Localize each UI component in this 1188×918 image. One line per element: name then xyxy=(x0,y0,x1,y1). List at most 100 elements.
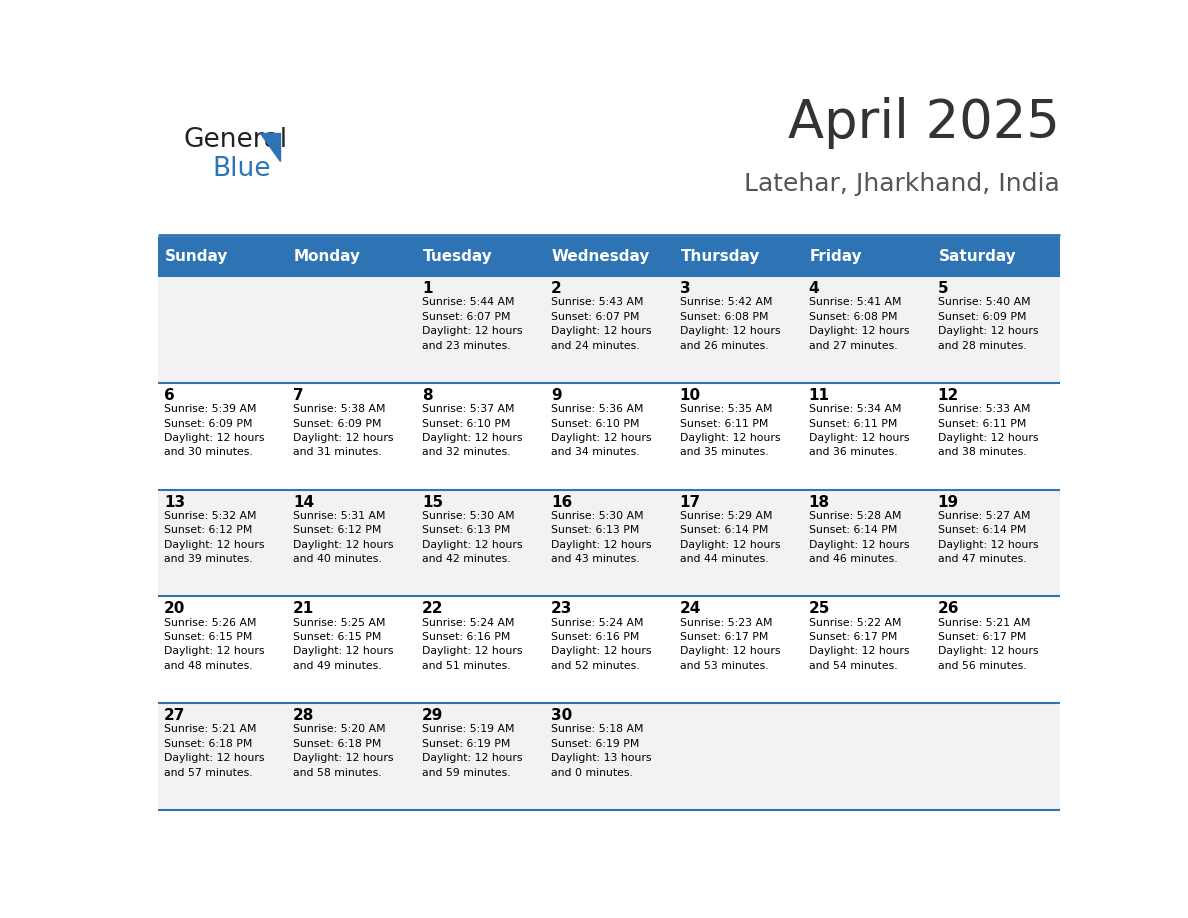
Text: 13: 13 xyxy=(164,495,185,509)
Text: Sunrise: 5:32 AM
Sunset: 6:12 PM
Daylight: 12 hours
and 39 minutes.: Sunrise: 5:32 AM Sunset: 6:12 PM Dayligh… xyxy=(164,511,265,565)
FancyBboxPatch shape xyxy=(802,489,931,597)
Text: 6: 6 xyxy=(164,388,175,403)
Text: 12: 12 xyxy=(937,388,959,403)
Text: 9: 9 xyxy=(551,388,562,403)
Polygon shape xyxy=(260,133,280,161)
Text: Saturday: Saturday xyxy=(939,250,1016,264)
Text: Sunrise: 5:44 AM
Sunset: 6:07 PM
Daylight: 12 hours
and 23 minutes.: Sunrise: 5:44 AM Sunset: 6:07 PM Dayligh… xyxy=(422,297,523,351)
FancyBboxPatch shape xyxy=(674,238,802,276)
FancyBboxPatch shape xyxy=(158,238,286,276)
FancyBboxPatch shape xyxy=(286,597,416,703)
FancyBboxPatch shape xyxy=(931,597,1060,703)
Text: Monday: Monday xyxy=(293,250,361,264)
Text: 1: 1 xyxy=(422,281,432,297)
FancyBboxPatch shape xyxy=(158,597,286,703)
FancyBboxPatch shape xyxy=(158,489,286,597)
FancyBboxPatch shape xyxy=(158,383,286,489)
FancyBboxPatch shape xyxy=(286,703,416,810)
Text: Sunrise: 5:27 AM
Sunset: 6:14 PM
Daylight: 12 hours
and 47 minutes.: Sunrise: 5:27 AM Sunset: 6:14 PM Dayligh… xyxy=(937,511,1038,565)
FancyBboxPatch shape xyxy=(931,383,1060,489)
FancyBboxPatch shape xyxy=(802,276,931,383)
Text: 20: 20 xyxy=(164,601,185,616)
Text: 25: 25 xyxy=(809,601,830,616)
Text: 3: 3 xyxy=(680,281,690,297)
Text: Sunrise: 5:43 AM
Sunset: 6:07 PM
Daylight: 12 hours
and 24 minutes.: Sunrise: 5:43 AM Sunset: 6:07 PM Dayligh… xyxy=(551,297,651,351)
Text: Sunrise: 5:37 AM
Sunset: 6:10 PM
Daylight: 12 hours
and 32 minutes.: Sunrise: 5:37 AM Sunset: 6:10 PM Dayligh… xyxy=(422,404,523,457)
Text: 26: 26 xyxy=(937,601,959,616)
Text: 10: 10 xyxy=(680,388,701,403)
Text: Sunrise: 5:31 AM
Sunset: 6:12 PM
Daylight: 12 hours
and 40 minutes.: Sunrise: 5:31 AM Sunset: 6:12 PM Dayligh… xyxy=(293,511,393,565)
Text: 23: 23 xyxy=(551,601,573,616)
Text: Sunrise: 5:30 AM
Sunset: 6:13 PM
Daylight: 12 hours
and 43 minutes.: Sunrise: 5:30 AM Sunset: 6:13 PM Dayligh… xyxy=(551,511,651,565)
Text: 16: 16 xyxy=(551,495,573,509)
Text: 21: 21 xyxy=(293,601,315,616)
FancyBboxPatch shape xyxy=(674,489,802,597)
Text: Sunrise: 5:24 AM
Sunset: 6:16 PM
Daylight: 12 hours
and 51 minutes.: Sunrise: 5:24 AM Sunset: 6:16 PM Dayligh… xyxy=(422,618,523,671)
FancyBboxPatch shape xyxy=(416,383,544,489)
Text: 18: 18 xyxy=(809,495,829,509)
FancyBboxPatch shape xyxy=(802,238,931,276)
FancyBboxPatch shape xyxy=(931,276,1060,383)
FancyBboxPatch shape xyxy=(544,238,674,276)
Text: 27: 27 xyxy=(164,708,185,723)
Text: Tuesday: Tuesday xyxy=(423,250,493,264)
Text: 7: 7 xyxy=(293,388,304,403)
Text: Sunrise: 5:24 AM
Sunset: 6:16 PM
Daylight: 12 hours
and 52 minutes.: Sunrise: 5:24 AM Sunset: 6:16 PM Dayligh… xyxy=(551,618,651,671)
Text: Latehar, Jharkhand, India: Latehar, Jharkhand, India xyxy=(744,173,1060,196)
FancyBboxPatch shape xyxy=(931,703,1060,810)
Text: April 2025: April 2025 xyxy=(788,97,1060,149)
Text: 24: 24 xyxy=(680,601,701,616)
Text: Sunrise: 5:42 AM
Sunset: 6:08 PM
Daylight: 12 hours
and 26 minutes.: Sunrise: 5:42 AM Sunset: 6:08 PM Dayligh… xyxy=(680,297,781,351)
Text: 11: 11 xyxy=(809,388,829,403)
FancyBboxPatch shape xyxy=(416,703,544,810)
FancyBboxPatch shape xyxy=(802,703,931,810)
FancyBboxPatch shape xyxy=(544,383,674,489)
FancyBboxPatch shape xyxy=(416,238,544,276)
FancyBboxPatch shape xyxy=(286,238,416,276)
FancyBboxPatch shape xyxy=(158,703,286,810)
Text: Wednesday: Wednesday xyxy=(551,250,650,264)
FancyBboxPatch shape xyxy=(544,489,674,597)
Text: Sunrise: 5:29 AM
Sunset: 6:14 PM
Daylight: 12 hours
and 44 minutes.: Sunrise: 5:29 AM Sunset: 6:14 PM Dayligh… xyxy=(680,511,781,565)
FancyBboxPatch shape xyxy=(416,489,544,597)
Text: Sunrise: 5:33 AM
Sunset: 6:11 PM
Daylight: 12 hours
and 38 minutes.: Sunrise: 5:33 AM Sunset: 6:11 PM Dayligh… xyxy=(937,404,1038,457)
Text: 19: 19 xyxy=(937,495,959,509)
FancyBboxPatch shape xyxy=(416,276,544,383)
Text: Sunrise: 5:18 AM
Sunset: 6:19 PM
Daylight: 13 hours
and 0 minutes.: Sunrise: 5:18 AM Sunset: 6:19 PM Dayligh… xyxy=(551,724,651,778)
Text: 22: 22 xyxy=(422,601,443,616)
Text: Sunrise: 5:40 AM
Sunset: 6:09 PM
Daylight: 12 hours
and 28 minutes.: Sunrise: 5:40 AM Sunset: 6:09 PM Dayligh… xyxy=(937,297,1038,351)
Text: 14: 14 xyxy=(293,495,314,509)
Text: Sunrise: 5:36 AM
Sunset: 6:10 PM
Daylight: 12 hours
and 34 minutes.: Sunrise: 5:36 AM Sunset: 6:10 PM Dayligh… xyxy=(551,404,651,457)
Text: Sunrise: 5:39 AM
Sunset: 6:09 PM
Daylight: 12 hours
and 30 minutes.: Sunrise: 5:39 AM Sunset: 6:09 PM Dayligh… xyxy=(164,404,265,457)
Text: General: General xyxy=(183,127,287,152)
Text: Sunrise: 5:35 AM
Sunset: 6:11 PM
Daylight: 12 hours
and 35 minutes.: Sunrise: 5:35 AM Sunset: 6:11 PM Dayligh… xyxy=(680,404,781,457)
Text: Sunday: Sunday xyxy=(165,250,228,264)
Text: Sunrise: 5:30 AM
Sunset: 6:13 PM
Daylight: 12 hours
and 42 minutes.: Sunrise: 5:30 AM Sunset: 6:13 PM Dayligh… xyxy=(422,511,523,565)
FancyBboxPatch shape xyxy=(286,276,416,383)
Text: Sunrise: 5:19 AM
Sunset: 6:19 PM
Daylight: 12 hours
and 59 minutes.: Sunrise: 5:19 AM Sunset: 6:19 PM Dayligh… xyxy=(422,724,523,778)
Text: 8: 8 xyxy=(422,388,432,403)
FancyBboxPatch shape xyxy=(674,703,802,810)
Text: Blue: Blue xyxy=(211,156,271,183)
Text: Sunrise: 5:41 AM
Sunset: 6:08 PM
Daylight: 12 hours
and 27 minutes.: Sunrise: 5:41 AM Sunset: 6:08 PM Dayligh… xyxy=(809,297,909,351)
Text: Thursday: Thursday xyxy=(681,250,760,264)
Text: 28: 28 xyxy=(293,708,315,723)
FancyBboxPatch shape xyxy=(286,489,416,597)
Text: Sunrise: 5:23 AM
Sunset: 6:17 PM
Daylight: 12 hours
and 53 minutes.: Sunrise: 5:23 AM Sunset: 6:17 PM Dayligh… xyxy=(680,618,781,671)
Text: 2: 2 xyxy=(551,281,562,297)
Text: 29: 29 xyxy=(422,708,443,723)
Text: 5: 5 xyxy=(937,281,948,297)
FancyBboxPatch shape xyxy=(931,489,1060,597)
FancyBboxPatch shape xyxy=(674,383,802,489)
Text: Sunrise: 5:38 AM
Sunset: 6:09 PM
Daylight: 12 hours
and 31 minutes.: Sunrise: 5:38 AM Sunset: 6:09 PM Dayligh… xyxy=(293,404,393,457)
FancyBboxPatch shape xyxy=(544,597,674,703)
Text: Sunrise: 5:21 AM
Sunset: 6:18 PM
Daylight: 12 hours
and 57 minutes.: Sunrise: 5:21 AM Sunset: 6:18 PM Dayligh… xyxy=(164,724,265,778)
FancyBboxPatch shape xyxy=(802,597,931,703)
Text: Sunrise: 5:26 AM
Sunset: 6:15 PM
Daylight: 12 hours
and 48 minutes.: Sunrise: 5:26 AM Sunset: 6:15 PM Dayligh… xyxy=(164,618,265,671)
Text: Sunrise: 5:20 AM
Sunset: 6:18 PM
Daylight: 12 hours
and 58 minutes.: Sunrise: 5:20 AM Sunset: 6:18 PM Dayligh… xyxy=(293,724,393,778)
Text: Sunrise: 5:28 AM
Sunset: 6:14 PM
Daylight: 12 hours
and 46 minutes.: Sunrise: 5:28 AM Sunset: 6:14 PM Dayligh… xyxy=(809,511,909,565)
Text: Sunrise: 5:22 AM
Sunset: 6:17 PM
Daylight: 12 hours
and 54 minutes.: Sunrise: 5:22 AM Sunset: 6:17 PM Dayligh… xyxy=(809,618,909,671)
Text: 4: 4 xyxy=(809,281,820,297)
Text: Sunrise: 5:25 AM
Sunset: 6:15 PM
Daylight: 12 hours
and 49 minutes.: Sunrise: 5:25 AM Sunset: 6:15 PM Dayligh… xyxy=(293,618,393,671)
Text: 30: 30 xyxy=(551,708,573,723)
